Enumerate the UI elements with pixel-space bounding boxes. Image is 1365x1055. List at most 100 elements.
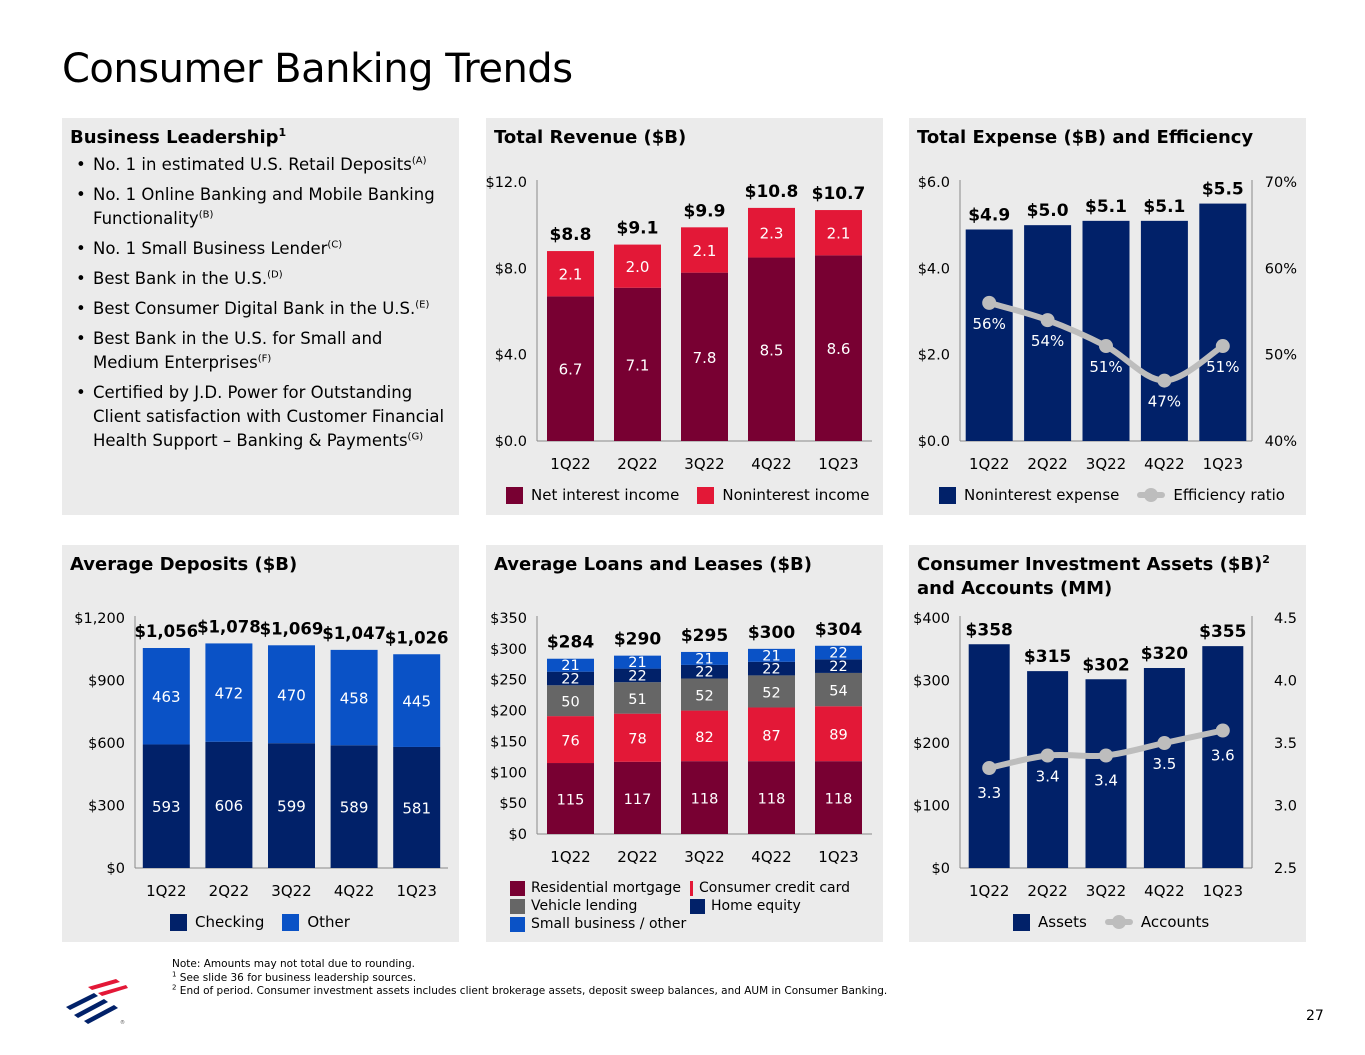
data-label: 22: [628, 668, 646, 684]
average-loans-title: Average Loans and Leases ($B): [494, 554, 812, 575]
total-revenue-chart: $0.0 $4.0 $8.0 $12.0 1Q22 2Q22 3Q22 4Q22 1Q23 6.7…: [486, 175, 872, 473]
total-label: $9.9: [684, 201, 726, 221]
investment-assets-title: Consumer Investment Assets ($B)2 and Acc…: [917, 553, 1270, 599]
leadership-item: Best Bank in the U.S. for Small and Medi…: [72, 327, 452, 375]
total-label: $1,047: [322, 624, 386, 643]
x-tick-label: 3Q22: [684, 455, 724, 473]
legend-label: Checking: [195, 913, 265, 931]
bar-net-interest-income: [547, 296, 594, 441]
total-label: $290: [614, 630, 661, 650]
legend-item: Noninterest expense: [939, 486, 1119, 504]
leadership-item-footnote: (G): [407, 431, 424, 443]
data-label: 22: [561, 671, 579, 687]
data-label: $4.9: [968, 205, 1010, 225]
y-tick-label: $200: [490, 704, 527, 720]
bar-vehicle-lending: [815, 672, 862, 707]
line-label: 54%: [1031, 332, 1064, 350]
data-label: 118: [758, 792, 786, 808]
bar-small-business-other: [681, 651, 728, 665]
data-label: 7.8: [693, 349, 717, 367]
x-tick-label: 3Q22: [684, 848, 724, 866]
legend-item: Net interest income: [506, 486, 679, 504]
data-label: 52: [695, 689, 713, 705]
x-tick-label: 1Q23: [396, 882, 436, 900]
footnote-text: See slide 36 for business leadership sou…: [176, 971, 417, 984]
data-label: 82: [695, 730, 713, 746]
legend-swatch: [690, 880, 693, 896]
legend-label: Home equity: [711, 898, 801, 914]
investment-assets-legend: Assets Accounts: [1013, 913, 1209, 931]
bar-small-business-other: [547, 658, 594, 672]
data-label: 8.5: [760, 341, 784, 359]
bar-consumer-credit-card: [614, 713, 661, 762]
data-label: $315: [1024, 647, 1071, 667]
y2-tick-label: 40%: [1265, 434, 1297, 450]
line-label: 51%: [1089, 358, 1122, 376]
data-label: 593: [152, 798, 181, 816]
x-tick-label: 3Q22: [1086, 455, 1126, 473]
legend-swatch: [1137, 488, 1166, 502]
leadership-item-text: Best Bank in the U.S.: [93, 269, 268, 288]
legend-item: Accounts: [1104, 913, 1209, 931]
leadership-item: No. 1 in estimated U.S. Retail Deposits(…: [72, 153, 452, 177]
total-label: $304: [815, 620, 862, 640]
y-tick-label: $900: [88, 674, 125, 690]
y-tick-label: $12.0: [486, 175, 527, 191]
bar-noninterest-income: [547, 251, 594, 297]
legend-label: Noninterest expense: [964, 486, 1120, 504]
x-tick-label: 1Q23: [1203, 882, 1243, 900]
bar-vehicle-lending: [748, 675, 795, 708]
bar-other: [268, 645, 315, 744]
bar-other: [330, 649, 378, 746]
legend-swatch: [506, 486, 523, 504]
y-tick-label: $200: [913, 736, 950, 752]
legend-label: Efficiency ratio: [1173, 486, 1285, 504]
x-tick-label: 1Q22: [969, 882, 1009, 900]
data-label: 21: [695, 651, 713, 667]
y-tick-label: $300: [88, 799, 125, 815]
leadership-list: No. 1 in estimated U.S. Retail Deposits(…: [72, 153, 452, 459]
data-label: $5.1: [1085, 197, 1127, 217]
bar-noninterest-expense: [1140, 220, 1188, 441]
y-tick-label: $400: [913, 611, 950, 627]
y-tick-label: $600: [88, 736, 125, 752]
data-label: 52: [762, 685, 780, 701]
bar-small-business-other: [815, 645, 862, 660]
data-label: 118: [825, 792, 853, 808]
bar-home-equity: [748, 661, 795, 676]
bar-residential-mortgage: [815, 761, 862, 834]
legend-swatch: [697, 486, 715, 504]
data-label: 21: [561, 658, 579, 674]
line-point: [982, 761, 997, 775]
leadership-item-text: No. 1 Online Banking and Mobile Banking …: [93, 185, 435, 228]
legend-label: Consumer credit card: [699, 880, 850, 896]
bar-home-equity: [815, 659, 862, 673]
bar-home-equity: [614, 668, 661, 683]
legend-item: Noninterest income: [697, 486, 870, 504]
average-deposits-legend: Checking Other: [170, 913, 350, 931]
bar-noninterest-income: [815, 210, 862, 256]
bar-noninterest-expense: [1082, 220, 1130, 441]
x-tick-label: 4Q22: [1144, 882, 1184, 900]
line-point: [1099, 339, 1113, 354]
bar-vehicle-lending: [614, 682, 661, 714]
legend-label: Other: [307, 913, 350, 931]
total-label: $1,069: [260, 619, 324, 638]
x-tick-label: 1Q22: [146, 882, 186, 900]
y-tick-label: $1,200: [74, 611, 125, 627]
x-tick-label: 1Q23: [818, 848, 858, 866]
legend-label: Assets: [1038, 913, 1087, 931]
bar-small-business-other: [614, 655, 661, 669]
data-label: $320: [1141, 644, 1188, 664]
average-deposits-title: Average Deposits ($B): [70, 554, 298, 575]
y-tick-label: $300: [913, 674, 950, 690]
data-label: 22: [695, 665, 713, 681]
x-tick-label: 1Q22: [550, 848, 590, 866]
line-label: 3.4: [1094, 772, 1118, 790]
legend-swatch: [1013, 913, 1030, 931]
x-tick-label: 1Q22: [969, 455, 1009, 473]
footnote-text: Note: Amounts may not total due to round…: [172, 958, 415, 970]
y2-tick-label: 60%: [1265, 261, 1297, 277]
bar-net-interest-income: [681, 272, 728, 441]
legend-swatch: [510, 916, 525, 932]
